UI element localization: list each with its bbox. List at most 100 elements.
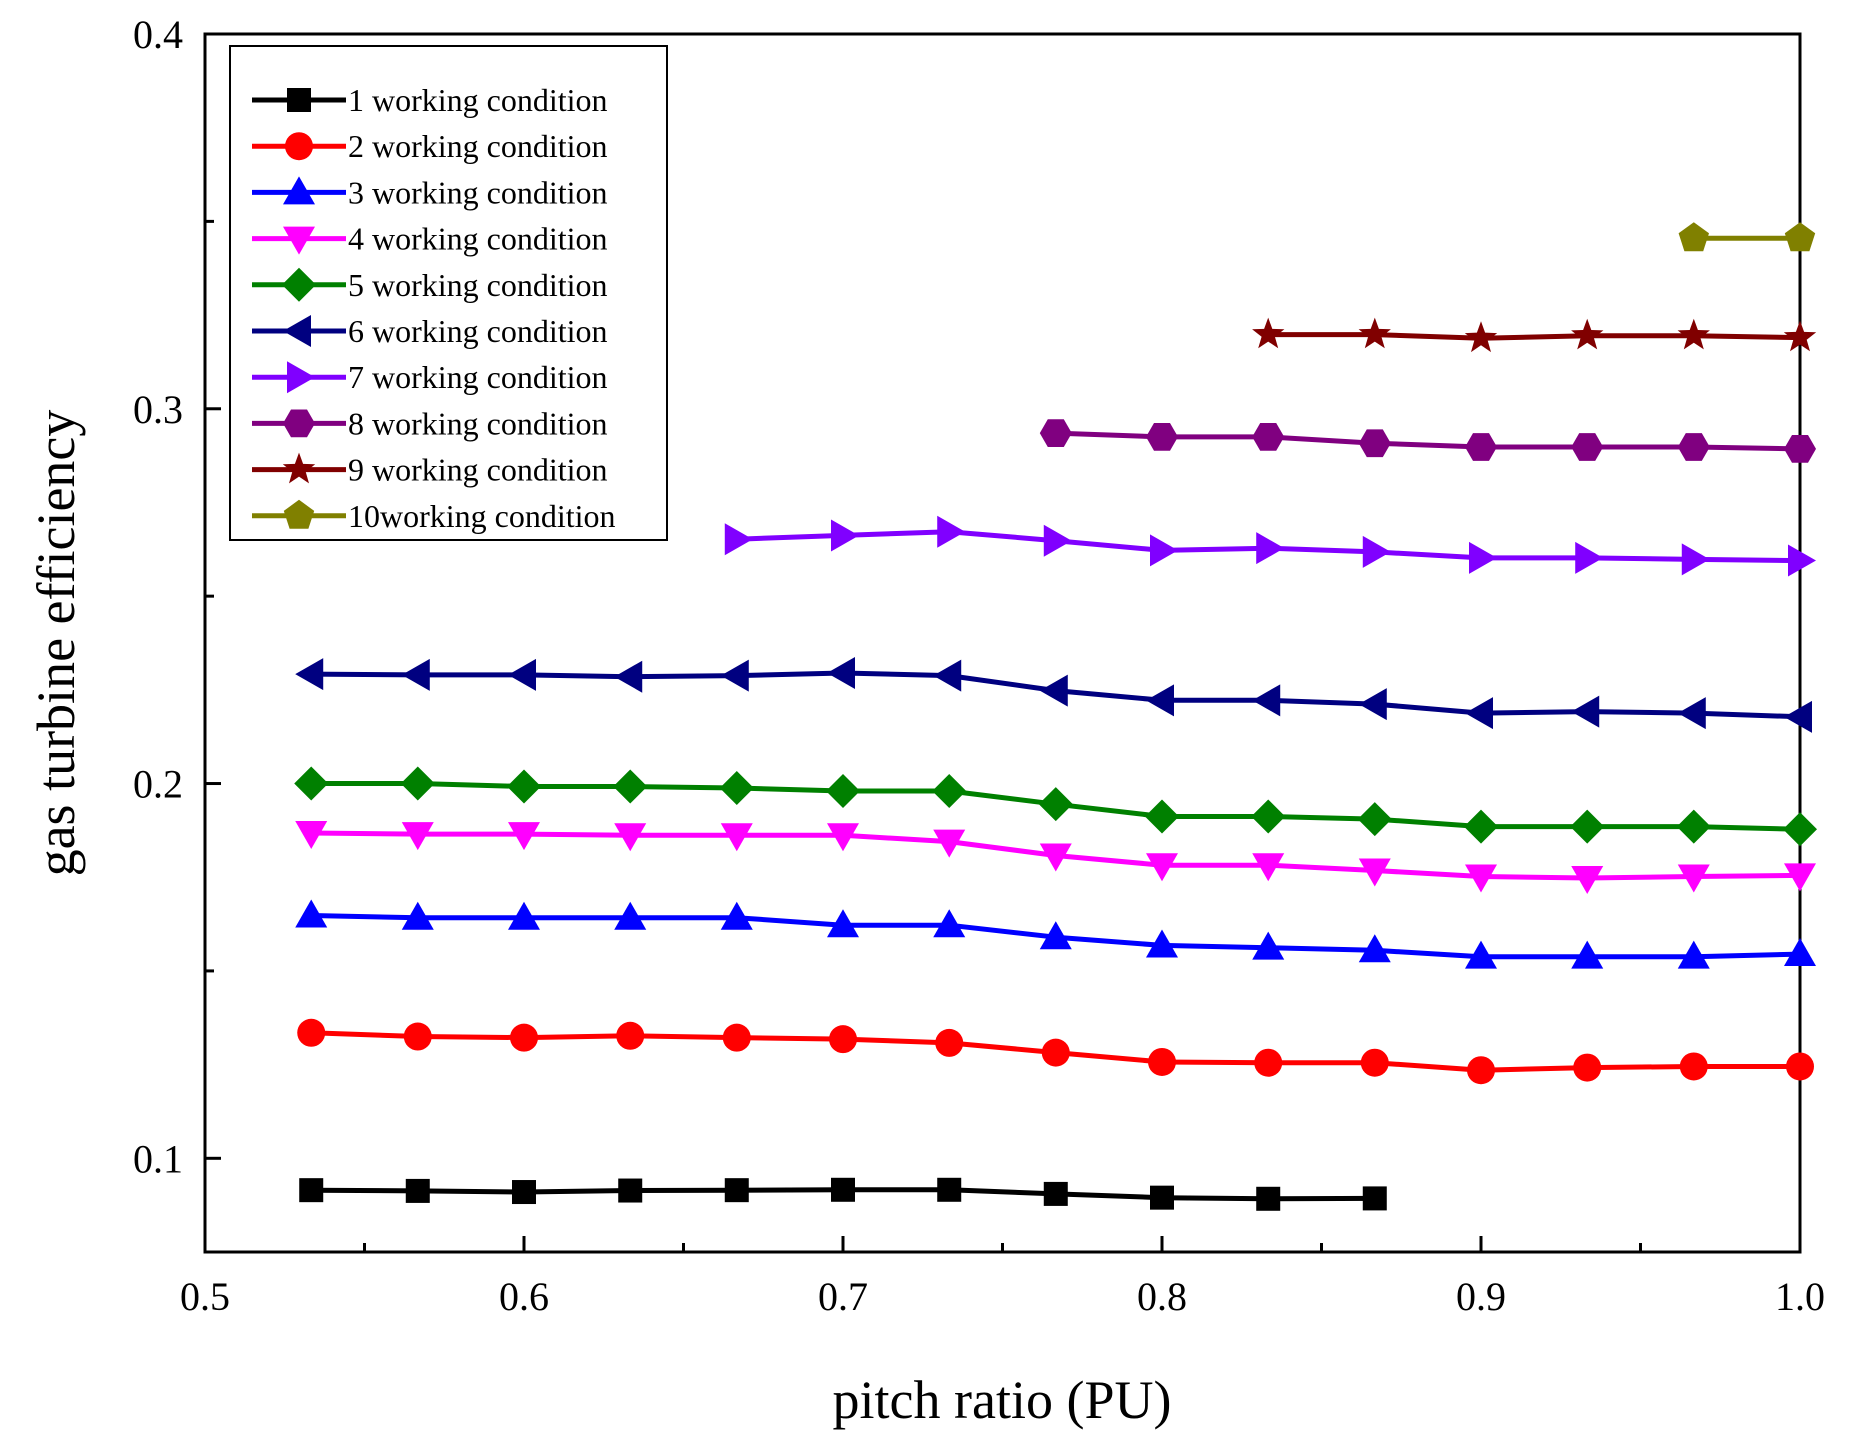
data-point-hexagon <box>1784 435 1816 463</box>
data-point-pentagon <box>1678 222 1709 252</box>
x-tick-label: 1.0 <box>1775 1274 1825 1319</box>
series-line <box>1268 332 1801 341</box>
series-10 <box>1678 222 1816 252</box>
data-point-circle <box>1573 1053 1602 1082</box>
data-point-diamond <box>826 774 860 809</box>
data-point-triangle-down <box>1358 858 1391 887</box>
data-point-triangle-down <box>1784 863 1816 892</box>
data-point-triangle-down <box>1252 853 1285 882</box>
legend-item: 5 working condition <box>252 267 608 303</box>
data-point-triangle-right <box>937 515 966 548</box>
data-point-square <box>618 1178 643 1203</box>
legend-label: 3 working condition <box>348 174 608 210</box>
data-point-triangle-right <box>1469 541 1497 574</box>
data-point-hexagon <box>1252 423 1285 451</box>
data-point-diamond <box>1570 809 1605 844</box>
data-point-square <box>299 1178 324 1203</box>
data-point-triangle-down <box>827 823 859 852</box>
data-point-star <box>1464 321 1498 353</box>
data-point-triangle-left <box>401 658 430 691</box>
y-tick-label: 0.1 <box>133 1136 183 1181</box>
data-point-diamond <box>400 766 435 801</box>
data-point-hexagon <box>1358 429 1391 458</box>
legend-item: 7 working condition <box>252 359 608 395</box>
data-point-circle <box>285 132 313 161</box>
data-point-diamond <box>719 771 754 806</box>
data-point-circle <box>297 1018 326 1047</box>
x-tick-label: 0.5 <box>180 1274 230 1319</box>
x-axis-title: pitch ratio (PU) <box>833 1370 1172 1430</box>
data-point-circle <box>1254 1048 1283 1077</box>
series-9 <box>1252 317 1817 353</box>
y-axis-title: gas turbine efficiency <box>26 410 86 877</box>
data-point-star <box>1677 318 1710 350</box>
data-point-triangle-down <box>933 829 966 858</box>
data-point-circle <box>1148 1047 1176 1076</box>
series-layer <box>294 222 1817 1211</box>
legend-label: 9 working condition <box>348 452 608 488</box>
data-point-triangle-down <box>295 821 328 850</box>
data-point-square <box>1150 1185 1174 1210</box>
data-point-square <box>724 1178 749 1203</box>
data-point-square <box>512 1180 536 1205</box>
data-point-square <box>1043 1181 1068 1206</box>
data-point-diamond <box>1251 799 1286 834</box>
series-6 <box>295 656 1812 733</box>
data-point-diamond <box>1145 799 1179 834</box>
data-point-triangle-left <box>933 659 962 692</box>
data-point-triangle-up <box>1146 929 1178 958</box>
legend-label: 5 working condition <box>348 267 608 303</box>
data-point-diamond <box>1038 787 1073 822</box>
data-point-triangle-left <box>614 660 643 693</box>
data-point-star <box>1358 317 1391 349</box>
data-point-circle <box>1786 1052 1814 1081</box>
data-point-triangle-right <box>1575 541 1604 574</box>
legend-item: 2 working condition <box>252 128 608 164</box>
data-point-star <box>1783 320 1817 352</box>
legend-item: 8 working condition <box>252 405 608 441</box>
data-point-triangle-up <box>401 901 434 930</box>
data-point-diamond <box>507 769 541 804</box>
legend-label: 2 working condition <box>348 128 608 164</box>
series-2 <box>297 1018 1814 1085</box>
data-point-circle <box>510 1023 538 1052</box>
x-tick-label: 0.6 <box>499 1274 549 1319</box>
data-point-triangle-down <box>508 822 540 851</box>
data-point-hexagon <box>1677 433 1710 461</box>
x-tick-label: 0.8 <box>1137 1274 1187 1319</box>
data-point-triangle-left <box>1358 688 1387 721</box>
data-point-triangle-down <box>1571 865 1604 894</box>
data-point-triangle-up <box>1465 940 1497 969</box>
data-point-circle <box>722 1023 751 1052</box>
legend: 1 working condition 2 working condition 3 … <box>229 45 668 541</box>
data-point-triangle-right <box>287 361 315 394</box>
data-point-circle <box>616 1021 645 1050</box>
data-point-triangle-down <box>614 823 647 852</box>
data-point-triangle-up <box>1358 934 1391 963</box>
data-point-triangle-up <box>508 901 540 930</box>
data-point-triangle-left <box>1465 697 1493 730</box>
data-point-triangle-down <box>1039 843 1072 872</box>
data-point-hexagon <box>283 409 315 438</box>
data-point-triangle-left <box>1571 695 1600 728</box>
data-point-triangle-left <box>1039 674 1068 707</box>
data-point-diamond <box>1464 809 1498 844</box>
data-point-triangle-up <box>1784 938 1816 967</box>
data-point-triangle-left <box>1252 684 1281 717</box>
data-point-square <box>1256 1186 1281 1211</box>
data-point-diamond <box>1676 809 1711 844</box>
data-point-triangle-down <box>1465 864 1497 893</box>
data-point-circle <box>1360 1048 1389 1077</box>
legend-item: 4 working condition <box>252 221 608 257</box>
x-tick-label: 0.9 <box>1456 1274 1506 1319</box>
data-point-triangle-up <box>1039 921 1072 950</box>
data-point-triangle-up <box>1677 940 1710 969</box>
y-axis: 0.1 0.2 0.3 0.4 <box>133 12 221 1181</box>
x-tick-label: 0.7 <box>818 1274 868 1319</box>
data-point-triangle-left <box>827 656 855 689</box>
legend-item: 10working condition <box>252 498 616 534</box>
data-point-triangle-left <box>295 658 324 691</box>
data-point-triangle-right <box>1788 544 1816 577</box>
legend-item: 6 working condition <box>252 313 608 349</box>
